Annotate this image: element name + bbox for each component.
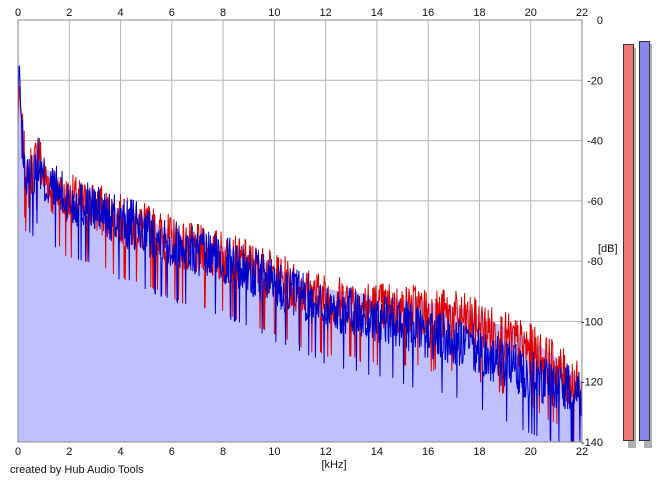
x-tick-label-top: 8 bbox=[220, 7, 226, 19]
x-tick-label-bottom: 0 bbox=[15, 446, 21, 458]
left-level-meter bbox=[623, 44, 634, 441]
y-tick-label: -100 bbox=[581, 316, 603, 328]
plot-frame bbox=[17, 19, 583, 443]
x-tick-label-bottom: 20 bbox=[525, 446, 537, 458]
x-tick-label-top: 10 bbox=[268, 7, 280, 19]
x-tick-label-top: 4 bbox=[117, 7, 123, 19]
spectrum-lines bbox=[17, 65, 583, 443]
x-tick-label-bottom: 6 bbox=[169, 446, 175, 458]
x-tick-label-bottom: 2 bbox=[66, 446, 72, 458]
spectrum-fill bbox=[18, 56, 582, 442]
x-tick-label-top: 14 bbox=[371, 7, 383, 19]
y-tick-label: -140 bbox=[581, 437, 603, 449]
y-tick-label: -120 bbox=[581, 377, 603, 389]
x-tick-label-top: 16 bbox=[422, 7, 434, 19]
x-tick-label-bottom: 18 bbox=[473, 446, 485, 458]
x-tick-label-top: 6 bbox=[169, 7, 175, 19]
x-tick-label-bottom: 4 bbox=[117, 446, 123, 458]
x-tick-label-bottom: 14 bbox=[371, 446, 383, 458]
y-tick-label: 0 bbox=[597, 15, 603, 27]
x-tick-label-bottom: 12 bbox=[320, 446, 332, 458]
y-tick-label: -20 bbox=[587, 75, 603, 87]
x-axis-label: [kHz] bbox=[321, 459, 346, 471]
x-tick-label-top: 18 bbox=[473, 7, 485, 19]
spectrum-area bbox=[18, 56, 582, 442]
x-tick-label-top: 12 bbox=[320, 7, 332, 19]
y-axis-label: [dB] bbox=[598, 243, 618, 255]
plot-border bbox=[17, 19, 583, 443]
x-tick-label-top: 2 bbox=[66, 7, 72, 19]
x-ticks-bottom: 0 2 4 6 8 10 12 14 16 18 20 22 bbox=[15, 446, 588, 458]
y-tick-label: -40 bbox=[587, 136, 603, 148]
x-tick-label-bottom: 22 bbox=[576, 446, 588, 458]
y-tick-label: -80 bbox=[587, 256, 603, 268]
x-tick-label-bottom: 10 bbox=[268, 446, 280, 458]
y-ticks: 0 -20 -40 -60 -80 -100 -120 -140 bbox=[581, 15, 603, 449]
x-tick-label-top: 22 bbox=[576, 7, 588, 19]
x-tick-label-bottom: 8 bbox=[220, 446, 226, 458]
x-tick-label-bottom: 16 bbox=[422, 446, 434, 458]
credit-text: created by Hub Audio Tools bbox=[10, 464, 144, 476]
x-tick-label-top: 20 bbox=[525, 7, 537, 19]
x-tick-label-top: 0 bbox=[15, 7, 21, 19]
right-channel-line bbox=[17, 65, 583, 443]
right-level-meter bbox=[639, 41, 650, 441]
y-tick-label: -60 bbox=[587, 196, 603, 208]
x-ticks-top: 0 2 4 6 8 10 12 14 16 18 20 22 bbox=[15, 7, 588, 19]
